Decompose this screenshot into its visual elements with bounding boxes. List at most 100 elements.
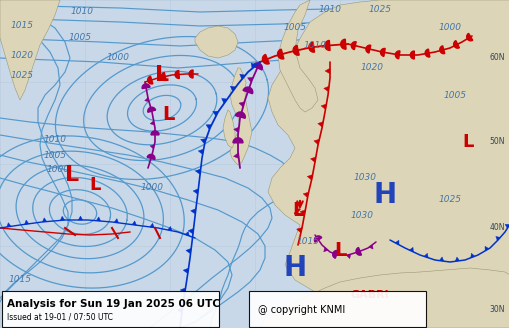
- Polygon shape: [147, 154, 155, 159]
- Text: L: L: [461, 133, 473, 151]
- Text: L: L: [89, 176, 100, 194]
- Polygon shape: [504, 224, 508, 228]
- Text: 1010: 1010: [303, 40, 326, 50]
- Text: 1015: 1015: [11, 20, 34, 30]
- Polygon shape: [296, 228, 301, 233]
- Polygon shape: [346, 254, 350, 259]
- Text: 1010: 1010: [70, 8, 93, 16]
- Polygon shape: [495, 236, 499, 241]
- Text: 1030: 1030: [353, 174, 376, 182]
- Polygon shape: [314, 236, 321, 242]
- Polygon shape: [151, 131, 159, 135]
- Polygon shape: [439, 257, 443, 261]
- Polygon shape: [148, 76, 153, 84]
- Polygon shape: [380, 49, 384, 56]
- Polygon shape: [198, 149, 203, 154]
- Text: L: L: [333, 240, 346, 259]
- Text: H: H: [283, 254, 306, 282]
- Polygon shape: [161, 72, 166, 80]
- Text: L: L: [155, 65, 168, 85]
- Polygon shape: [423, 253, 428, 258]
- Text: Issued at 19-01 / 07:50 UTC: Issued at 19-01 / 07:50 UTC: [7, 312, 112, 321]
- Text: 1005: 1005: [68, 33, 91, 43]
- Text: L: L: [291, 200, 303, 219]
- Text: 1010: 1010: [43, 135, 66, 145]
- Polygon shape: [351, 42, 355, 50]
- Polygon shape: [262, 54, 269, 64]
- Polygon shape: [114, 218, 118, 223]
- Text: 1025: 1025: [368, 6, 391, 14]
- Polygon shape: [150, 223, 154, 228]
- Polygon shape: [425, 49, 429, 57]
- Polygon shape: [190, 209, 195, 214]
- Polygon shape: [310, 157, 315, 162]
- Polygon shape: [324, 68, 329, 74]
- Text: L: L: [65, 165, 79, 185]
- Polygon shape: [439, 46, 444, 54]
- Polygon shape: [466, 33, 472, 41]
- Polygon shape: [150, 145, 154, 149]
- Polygon shape: [60, 216, 65, 220]
- Polygon shape: [200, 138, 206, 144]
- Text: 1015: 1015: [9, 276, 32, 284]
- Polygon shape: [409, 247, 412, 252]
- Polygon shape: [230, 68, 251, 165]
- Polygon shape: [323, 247, 327, 252]
- Text: 1025: 1025: [438, 195, 461, 204]
- Text: 40N: 40N: [489, 223, 504, 233]
- Polygon shape: [206, 125, 211, 130]
- Text: GABRI: GABRI: [350, 290, 388, 300]
- Polygon shape: [148, 107, 155, 112]
- Text: 1015: 1015: [296, 237, 319, 247]
- Polygon shape: [332, 251, 337, 258]
- Polygon shape: [142, 84, 150, 89]
- Text: 1000: 1000: [46, 166, 69, 174]
- Polygon shape: [368, 245, 373, 249]
- Text: @ copyright KNMI: @ copyright KNMI: [258, 305, 345, 315]
- Polygon shape: [267, 0, 509, 328]
- Polygon shape: [313, 139, 319, 145]
- Text: 60N: 60N: [489, 53, 504, 63]
- Polygon shape: [24, 220, 29, 224]
- Polygon shape: [96, 217, 100, 221]
- Text: 50N: 50N: [489, 137, 504, 147]
- Text: 1020: 1020: [360, 64, 383, 72]
- Polygon shape: [308, 42, 314, 52]
- Text: 1000: 1000: [438, 24, 461, 32]
- Polygon shape: [212, 111, 218, 116]
- Text: 1030: 1030: [350, 211, 373, 219]
- Text: L: L: [161, 106, 174, 125]
- Text: 30N: 30N: [489, 305, 504, 315]
- Polygon shape: [260, 268, 509, 328]
- Polygon shape: [221, 98, 227, 104]
- Polygon shape: [235, 112, 245, 118]
- Polygon shape: [394, 240, 398, 245]
- Text: Analysis for Sun 19 Jan 2025 06 UTC: Analysis for Sun 19 Jan 2025 06 UTC: [7, 299, 219, 309]
- Polygon shape: [7, 223, 11, 227]
- Polygon shape: [78, 216, 82, 220]
- Polygon shape: [455, 257, 459, 261]
- Polygon shape: [394, 51, 399, 59]
- Polygon shape: [145, 97, 149, 102]
- Polygon shape: [185, 232, 189, 236]
- Polygon shape: [188, 229, 193, 234]
- Polygon shape: [252, 63, 262, 70]
- Polygon shape: [233, 153, 238, 158]
- Text: 1020: 1020: [11, 51, 34, 59]
- Text: H: H: [373, 181, 396, 209]
- Polygon shape: [293, 45, 299, 55]
- Polygon shape: [233, 127, 238, 133]
- Text: 1005: 1005: [283, 24, 306, 32]
- Polygon shape: [365, 45, 370, 53]
- Polygon shape: [340, 39, 346, 49]
- Polygon shape: [194, 26, 238, 58]
- Polygon shape: [317, 122, 323, 127]
- Polygon shape: [183, 268, 188, 274]
- Polygon shape: [175, 71, 179, 78]
- Text: 1000: 1000: [140, 183, 163, 193]
- FancyBboxPatch shape: [2, 291, 218, 327]
- Polygon shape: [243, 87, 252, 94]
- Polygon shape: [42, 218, 47, 222]
- Polygon shape: [239, 102, 244, 107]
- Polygon shape: [302, 192, 308, 197]
